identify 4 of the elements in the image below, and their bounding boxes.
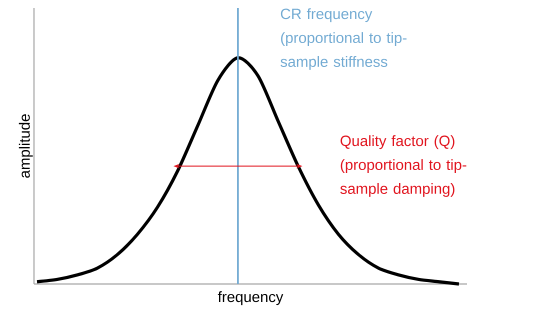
annotation: CR frequency (proportional to tip-sample stiffness xyxy=(280,8,407,70)
y-axis-title: amplitude xyxy=(18,114,33,178)
x-axis-title: frequency xyxy=(218,291,284,306)
annotation: Quality factor (Q) (proportional to tip-sample damping) xyxy=(340,135,466,197)
